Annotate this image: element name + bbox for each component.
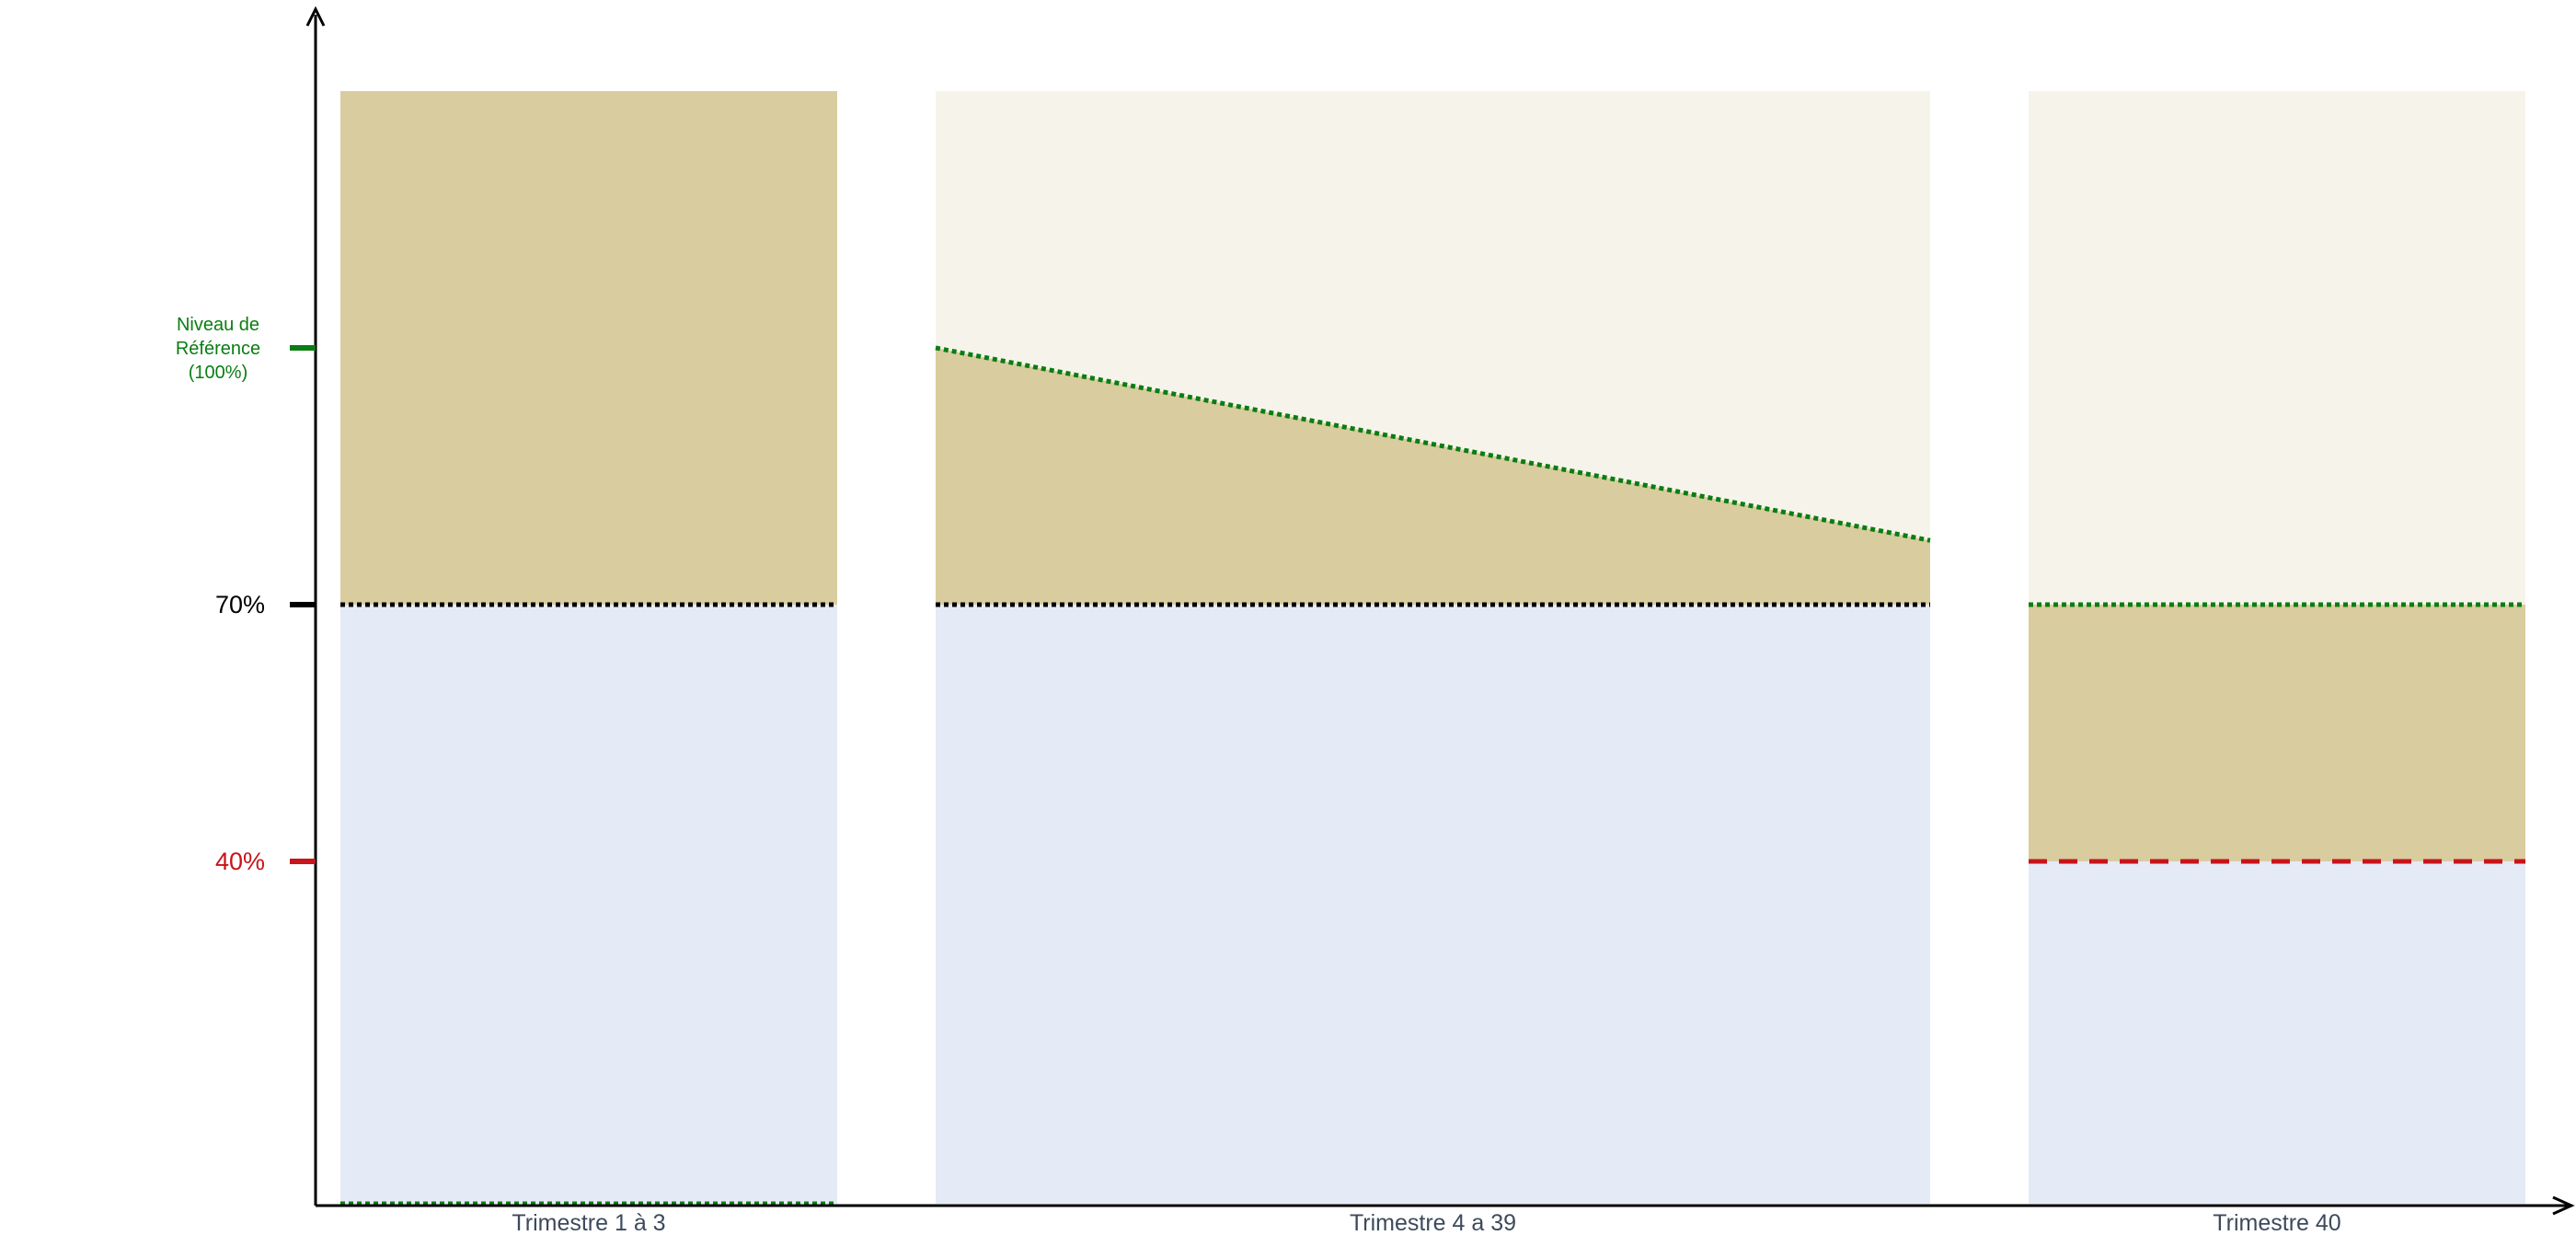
- y-tick-label: 70%: [215, 591, 265, 618]
- threshold-lines-layer: [340, 345, 2525, 1207]
- y-axis-arrow-icon: [305, 6, 326, 27]
- category-label: Trimestre 40: [2213, 1210, 2340, 1236]
- panels-layer: [340, 91, 2525, 1204]
- panel-2: [936, 91, 1930, 1204]
- panel-3: [2029, 91, 2525, 1204]
- x-axis-arrow-icon: [2552, 1195, 2575, 1216]
- labels-layer: Trimestre 1 à 3 Trimestre 4 a 39 Trimestre…: [176, 315, 2341, 1236]
- reference-level-label: (100%): [189, 363, 247, 383]
- reference-level-label: Référence: [176, 339, 260, 359]
- y-tick-label: 40%: [215, 848, 265, 875]
- axes: [290, 6, 2575, 1216]
- panel-blue-zone: [2029, 861, 2525, 1204]
- reference-line: [935, 345, 1931, 543]
- panel-tan-zone: [340, 91, 837, 605]
- panel-tan-zone: [2029, 605, 2525, 861]
- reference-level-label: Niveau de: [177, 315, 259, 335]
- category-label: Trimestre 4 a 39: [1350, 1210, 1516, 1236]
- panel-tan-zone: [936, 348, 1930, 605]
- panel-1: [340, 91, 837, 1204]
- panel-blue-zone: [936, 605, 1930, 1204]
- category-label: Trimestre 1 à 3: [512, 1210, 665, 1236]
- panel-blue-zone: [340, 605, 837, 1204]
